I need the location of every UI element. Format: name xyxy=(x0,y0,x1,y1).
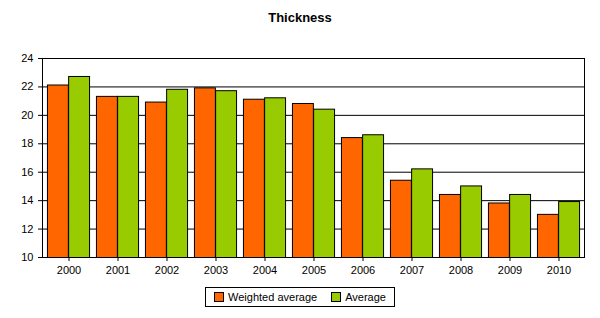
svg-text:16: 16 xyxy=(21,166,33,178)
svg-text:2003: 2003 xyxy=(204,264,228,276)
svg-text:2007: 2007 xyxy=(400,264,424,276)
svg-text:10: 10 xyxy=(21,251,33,263)
svg-text:12: 12 xyxy=(21,223,33,235)
html-text:Thickness: Thickness xyxy=(268,10,332,25)
svg-text:2006: 2006 xyxy=(351,264,375,276)
svg-text:2010: 2010 xyxy=(547,264,571,276)
svg-text:20: 20 xyxy=(21,109,33,121)
svg-text:24: 24 xyxy=(21,52,33,64)
svg-text:2008: 2008 xyxy=(449,264,473,276)
svg-text:2009: 2009 xyxy=(498,264,522,276)
svg-text:2000: 2000 xyxy=(57,264,81,276)
svg-text:22: 22 xyxy=(21,80,33,92)
html-text:Average: Average xyxy=(345,291,386,303)
svg-text:18: 18 xyxy=(21,137,33,149)
svg-text:14: 14 xyxy=(21,194,33,206)
svg-text:2002: 2002 xyxy=(155,264,179,276)
svg-text:2005: 2005 xyxy=(302,264,326,276)
svg-text:2001: 2001 xyxy=(106,264,130,276)
html-text:Weighted average: Weighted average xyxy=(228,291,318,303)
svg-text:2004: 2004 xyxy=(253,264,277,276)
